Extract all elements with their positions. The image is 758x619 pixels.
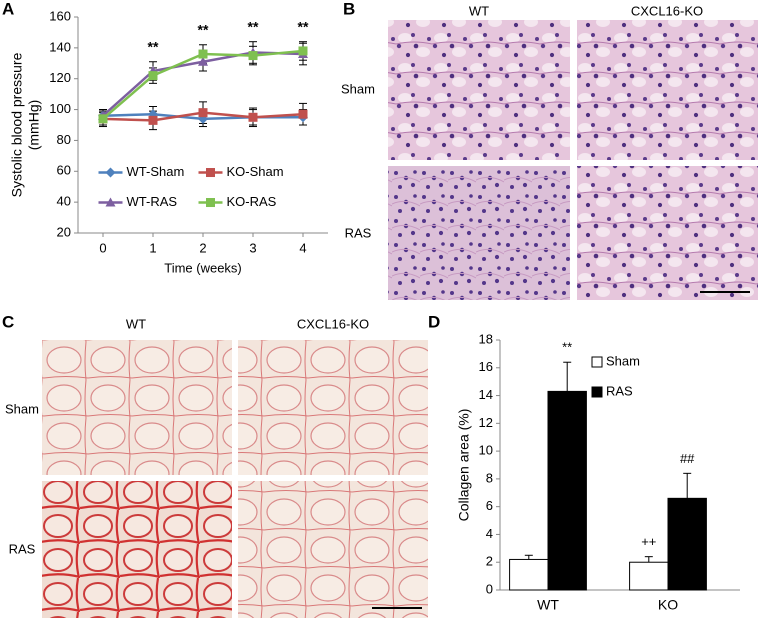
legend-label: WT-Sham: [127, 164, 185, 179]
row-label: Sham: [5, 401, 39, 416]
marker: [298, 46, 308, 56]
legend-marker: [105, 197, 116, 207]
y-tick-label: 18: [479, 331, 493, 346]
marker: [198, 56, 208, 66]
annotation: **: [198, 21, 209, 37]
micrograph: [577, 20, 758, 160]
y-tick-label: 12: [479, 415, 493, 430]
micrograph: [388, 166, 570, 300]
row-label: RAS: [9, 541, 36, 556]
annotation: ++: [641, 534, 656, 549]
micrograph: [238, 481, 428, 618]
y-tick-label: 40: [57, 194, 71, 209]
x-tick-label: WT: [537, 597, 559, 613]
y-tick-label: 2: [486, 554, 493, 569]
legend-label: KO-RAS: [227, 194, 277, 209]
y-tick-label: 4: [486, 526, 493, 541]
column-label: CXCL16-KO: [631, 3, 703, 18]
y-tick-label: 0: [486, 581, 493, 596]
legend-marker: [206, 198, 215, 208]
annotation: **: [248, 18, 259, 34]
column-label: WT: [469, 3, 489, 18]
y-tick-label: 20: [57, 224, 71, 239]
marker: [248, 51, 258, 61]
micrograph: [42, 340, 232, 475]
x-tick-label: 3: [249, 240, 256, 255]
bar: [667, 497, 707, 591]
y-tick-label: 6: [486, 498, 493, 513]
panel-label: C: [2, 312, 14, 331]
marker: [148, 115, 158, 125]
marker: [98, 114, 108, 124]
error-bar: [524, 554, 533, 560]
bar: [509, 558, 549, 591]
micrograph: [577, 166, 758, 300]
legend-marker: [105, 167, 116, 178]
legend-label: WT-RAS: [127, 194, 178, 209]
row-label: Sham: [341, 81, 375, 96]
panel-label: A: [2, 0, 14, 18]
legend-label: KO-Sham: [227, 164, 284, 179]
y-tick-label: 60: [57, 163, 71, 178]
y-tick-label: 140: [49, 39, 71, 54]
marker: [148, 71, 158, 81]
y-tick-label: 80: [57, 132, 71, 147]
y-tick-label: 8: [486, 470, 493, 485]
panel-label: D: [428, 312, 440, 331]
bar: [547, 390, 587, 591]
marker: [298, 109, 308, 119]
annotation: **: [298, 18, 309, 34]
legend-label: Sham: [606, 353, 640, 368]
y-axis-label: Collagen area (%): [456, 409, 472, 522]
x-tick-label: 1: [149, 240, 156, 255]
y-tick-label: 14: [479, 387, 493, 402]
error-bar: [563, 361, 572, 392]
x-tick-label: 4: [299, 240, 306, 255]
micrograph: [388, 20, 570, 160]
marker: [198, 49, 208, 59]
legend-label: RAS: [606, 383, 633, 398]
micrograph: [238, 340, 428, 475]
marker: [248, 112, 258, 122]
y-axis-label: (mmHg): [26, 100, 42, 151]
x-tick-label: 0: [99, 240, 106, 255]
x-tick-label: 2: [199, 240, 206, 255]
panel-label: B: [343, 0, 355, 18]
annotation: **: [148, 38, 159, 54]
y-tick-label: 120: [49, 70, 71, 85]
micrograph: [42, 481, 232, 618]
annotation: ##: [680, 451, 695, 466]
legend-swatch: [591, 356, 603, 368]
error-bar: [644, 556, 653, 563]
y-tick-label: 160: [49, 8, 71, 23]
column-label: WT: [126, 316, 146, 331]
marker: [198, 108, 208, 118]
legend-marker: [206, 168, 215, 178]
x-tick-label: KO: [658, 597, 678, 613]
legend-swatch: [591, 386, 603, 398]
y-tick-label: 10: [479, 443, 493, 458]
column-label: CXCL16-KO: [297, 316, 369, 331]
annotation: **: [562, 340, 572, 355]
x-axis-label: Time (weeks): [164, 260, 242, 275]
error-bar: [683, 472, 692, 499]
y-tick-label: 100: [49, 101, 71, 116]
row-label: RAS: [345, 225, 372, 240]
y-axis-label: Systolic blood pressure: [9, 52, 25, 197]
bar: [629, 561, 669, 591]
y-tick-label: 16: [479, 359, 493, 374]
